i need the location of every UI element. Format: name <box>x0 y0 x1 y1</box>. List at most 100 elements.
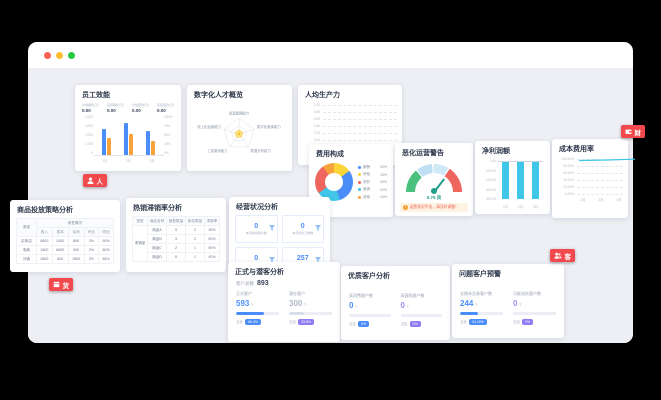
card-title: 恶化运营警告 <box>402 150 444 157</box>
legend-label: 计划销售(万) <box>82 103 99 107</box>
stat-column-high-spend: 高消费客户数 0个 占比 0% <box>349 293 391 328</box>
table-header: 成本 <box>51 227 69 237</box>
radar-axis-label: 数据分析能力 <box>251 148 272 153</box>
card-risk-customers: 问题客户预警 长期未交易客户数 244个 占比 41.15% 可能流失客户数 0个… <box>452 264 564 338</box>
bar-sales <box>145 131 150 155</box>
table-row: 分销 2600 800 1900 3% 84% <box>16 254 114 264</box>
x-tick: 1月 <box>503 205 508 210</box>
stat-tile: 0 本月成交订单数 <box>281 215 324 243</box>
stat-unit: 个 <box>303 303 307 307</box>
badge-finance[interactable]: 财 <box>621 125 645 138</box>
ratio-badge: 41.15% <box>469 319 487 326</box>
bar-legend: 计划销售(万) 0.00 实际销售(万) 0.00 计划回款(万) 0.00 实际回款… <box>75 102 181 115</box>
y-tick: 0.00 <box>313 137 320 142</box>
legend-label: 实际回款(万) <box>157 103 174 107</box>
x-tick: 2月 <box>126 159 131 164</box>
legend-label: 营销 <box>363 187 370 191</box>
funnel-icon <box>268 225 275 231</box>
ratio-label: 占比 <box>236 319 243 324</box>
card-cost-ratio: 成本费用率 100.00% 80.00% 60.00% 40.00% 20.00… <box>552 139 636 218</box>
radar-axis-label: 线上化运营能力 <box>197 124 221 129</box>
progress-bar <box>349 314 391 317</box>
ratio-badge: 0% <box>358 321 370 328</box>
stat-label: 高复购客户数 <box>400 293 425 298</box>
stat-unit: 个 <box>474 303 478 307</box>
table-header: 类型 <box>131 216 149 226</box>
badge-people[interactable]: 人 <box>83 174 107 187</box>
y-tick: 0.60 <box>313 116 320 121</box>
legend-value: 15% <box>379 172 387 177</box>
bar-sales <box>123 123 128 155</box>
y-tick: 1.00 <box>313 102 320 107</box>
channel-table: 渠道 销售情况 收入 成本 毛利 环比 同比 实体店 8600 2400 800 3% 6… <box>16 218 115 264</box>
table-row: 电商 1800 6600 900 2% 60% <box>16 245 114 255</box>
y-tick: -200.00 <box>485 178 496 183</box>
y-tick: 100.00% <box>561 156 574 161</box>
people-icon <box>554 252 562 259</box>
legend-value: 30% <box>379 165 387 169</box>
legend-value: 25% <box>379 180 387 184</box>
card-expense-mix: 费用构成 薪酬 30% 房租 15% 采购 25% 营销 20% 其他 10% <box>309 144 393 217</box>
y-tick: 0.40 <box>313 123 320 128</box>
radar-axis-label: 工具使用能力 <box>207 148 228 153</box>
card-slow-moving: 热销滞销率分析 类型 商品名称 销售数量 库存数量 滞销率 滞销品 商品A 5 2 3… <box>126 198 226 272</box>
y-tick: 0.00 <box>489 159 496 163</box>
y-tick: -100.00 <box>485 168 496 173</box>
warning-note: ! 运营状况不佳，请及时调整！ <box>400 203 468 212</box>
x-tick: 3月 <box>533 205 538 210</box>
stat-value: 0 <box>300 223 305 230</box>
stat-value: 244 <box>460 299 474 308</box>
progress-bar <box>460 312 503 315</box>
legend-value: 0.00 <box>132 108 141 113</box>
x-tick: 1月 <box>580 198 586 202</box>
slow-moving-table: 类型 商品名称 销售数量 库存数量 滞销率 滞销品 商品A 5 2 30% 商品B 3 2… <box>131 216 221 262</box>
gauge-score: 0.75 良 <box>426 195 442 200</box>
radar-axis-label: 经营管理能力 <box>229 111 250 116</box>
window-titlebar <box>28 42 633 69</box>
donut-chart <box>315 163 353 201</box>
x-tick: 2月 <box>598 198 604 202</box>
badge-goods[interactable]: 货 <box>49 278 73 291</box>
card-net-profit: 净利润额 0.00 -100.00 -200.00 -300.00 -400.0… <box>475 141 550 214</box>
maximize-window-button[interactable] <box>68 51 75 59</box>
y-tick-right: 100% <box>164 115 173 119</box>
minimize-window-button[interactable] <box>56 51 63 59</box>
badge-label: 财 <box>634 129 642 137</box>
y-tick: 4,000 <box>85 115 93 119</box>
stat-label: 长期未交易客户数 <box>460 291 492 296</box>
stat-label: 本月成交订单数 <box>292 231 314 235</box>
stat-value: 0 <box>349 301 354 310</box>
card-digital-talent: 数字化人才概览 经营管理能力 数字化营销能力 数据分析能力 工具使用能力 线上化… <box>187 85 292 171</box>
legend-label: 实际销售(万) <box>107 103 124 107</box>
stat-value: 0 <box>254 255 259 262</box>
gauge-chart <box>406 164 462 194</box>
bar-chart: 4,000 3,000 2,000 1,000 0 100% 75% 50% 2… <box>81 115 175 164</box>
bar-profit <box>502 162 509 199</box>
progress-bar <box>289 312 332 315</box>
y-tick: 80.00% <box>563 163 574 168</box>
table-header: 商品名称 <box>147 216 167 226</box>
card-title: 费用构成 <box>316 151 344 158</box>
legend-value: 0.00 <box>107 108 116 113</box>
legend-label: 采购 <box>363 179 370 184</box>
x-tick: 3月 <box>149 159 155 164</box>
stat-unit: 个 <box>250 303 254 307</box>
close-window-button[interactable] <box>44 51 51 59</box>
person-icon <box>87 177 94 184</box>
donut-legend: 薪酬 30% 房租 15% 采购 25% 营销 20% 其他 10% <box>358 165 387 200</box>
table-header: 同比 <box>98 227 114 237</box>
x-tick: 1月 <box>102 159 108 164</box>
ratio-label: 占比 <box>289 319 296 324</box>
badge-customers[interactable]: 客 <box>550 249 575 262</box>
stat-column-inactive: 长期未交易客户数 244个 占比 41.15% <box>460 291 503 326</box>
warning-text: 运营状况不佳，请及时调整！ <box>409 205 459 209</box>
card-formal-potential: 正式与潜客分析 客户总数 893 正式客户 593个 占比 66.4% 潜在客户 … <box>228 262 340 342</box>
x-tick: 2月 <box>518 205 523 210</box>
table-row: 商品D 8 1 40% <box>133 252 221 262</box>
ratio-label: 占比 <box>460 319 467 324</box>
progress-bar <box>236 312 279 315</box>
table-header: 渠道 <box>16 218 37 237</box>
card-channel-strategy: 商品投放策略分析 渠道 销售情况 收入 成本 毛利 环比 同比 实体店 8600 2… <box>10 200 120 272</box>
card-title: 成本费用率 <box>559 146 594 153</box>
table-header: 销售数量 <box>166 216 186 226</box>
